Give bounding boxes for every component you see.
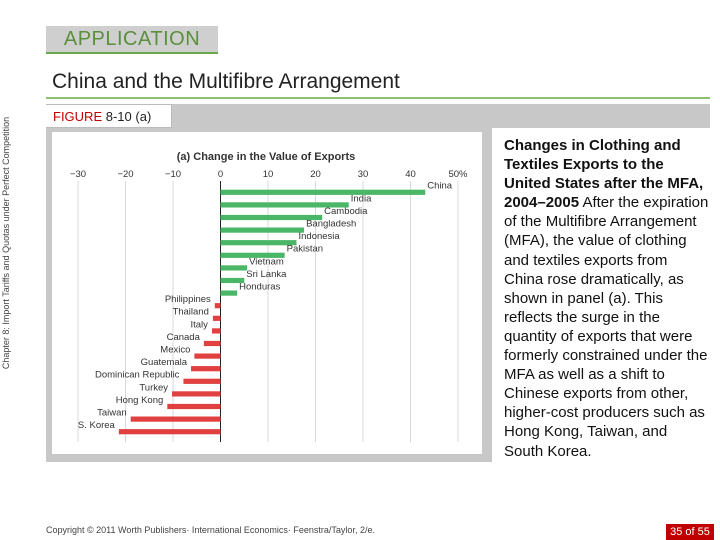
category-label: Cambodia (324, 206, 368, 217)
bar (172, 391, 221, 397)
figure-header-bar: FIGURE 8-10 (a) (46, 104, 710, 128)
title-divider (46, 97, 710, 99)
x-tick-label: 20 (310, 169, 321, 180)
category-label: Hong Kong (116, 395, 164, 406)
figure-caption: Changes in Clothing and Textiles Exports… (504, 136, 710, 461)
bar (220, 265, 248, 271)
chapter-side-label-text: Chapter 8: Import Tariffs and Quotas und… (1, 116, 11, 370)
x-tick-label: 0 (218, 169, 223, 180)
bar (167, 403, 221, 410)
figure-number: 8-10 (a) (105, 109, 152, 124)
category-label: Guatemala (141, 357, 188, 368)
bar (220, 277, 245, 284)
copyright-footer: Copyright © 2011 Worth Publishers· Inter… (46, 525, 375, 535)
bar (220, 202, 349, 208)
page-number-badge: 35 of 55 (666, 524, 714, 540)
bar (118, 429, 221, 435)
figure-word: FIGURE (53, 109, 103, 124)
bar (220, 227, 305, 233)
x-tick-label: 30 (358, 169, 369, 180)
export-change-chart: (a) Change in the Value of Exports −30 −20… (52, 132, 482, 454)
category-label: Taiwan (97, 408, 127, 419)
bar (220, 189, 426, 195)
category-label: Philippines (165, 294, 211, 305)
category-label: Italy (191, 319, 209, 330)
bar (211, 328, 221, 334)
category-label: China (427, 181, 453, 192)
bar (220, 214, 323, 221)
x-tick-label: 50% (448, 169, 468, 180)
category-label: Turkey (139, 382, 168, 393)
slide-title: China and the Multifibre Arrangement (52, 70, 400, 93)
caption-body: After the expiration of the Multifibre A… (504, 194, 709, 460)
caption-title: Changes in Clothing and Textiles Exports… (504, 137, 704, 212)
bar (183, 378, 221, 384)
chapter-side-label: Chapter 8: Import Tariffs and Quotas und… (0, 0, 12, 486)
category-label: Mexico (160, 345, 190, 356)
bar (203, 340, 221, 347)
x-tick-label: 40 (405, 169, 416, 180)
category-label: India (351, 193, 372, 204)
x-tick-label: −20 (117, 169, 133, 180)
page-current: 35 (670, 526, 683, 538)
bar (220, 252, 285, 258)
application-banner: APPLICATION (46, 26, 218, 54)
bar (214, 303, 221, 309)
bar (130, 416, 221, 422)
category-label: Vietnam (249, 256, 284, 267)
x-tick-label: −30 (70, 169, 86, 180)
bar (191, 366, 221, 372)
page-total: 55 (697, 526, 710, 538)
category-label: Dominican Republic (95, 370, 180, 381)
bar (220, 240, 297, 246)
category-label: Indonesia (299, 231, 341, 242)
category-label: Bangladesh (306, 219, 356, 230)
category-label: Sri Lanka (246, 269, 287, 280)
category-label: Honduras (239, 282, 280, 293)
category-label: Canada (167, 332, 201, 343)
bar (194, 353, 221, 359)
page-of: of (685, 526, 695, 538)
figure-label: FIGURE 8-10 (a) (46, 104, 172, 128)
category-label: Pakistan (287, 244, 323, 255)
category-label: Thailand (172, 307, 208, 318)
x-tick-label: 10 (263, 169, 274, 180)
x-tick-label: −10 (165, 169, 181, 180)
category-label: S. Korea (78, 420, 116, 431)
bar (212, 315, 221, 321)
chart-title: (a) Change in the Value of Exports (177, 151, 355, 163)
bar (220, 290, 238, 296)
